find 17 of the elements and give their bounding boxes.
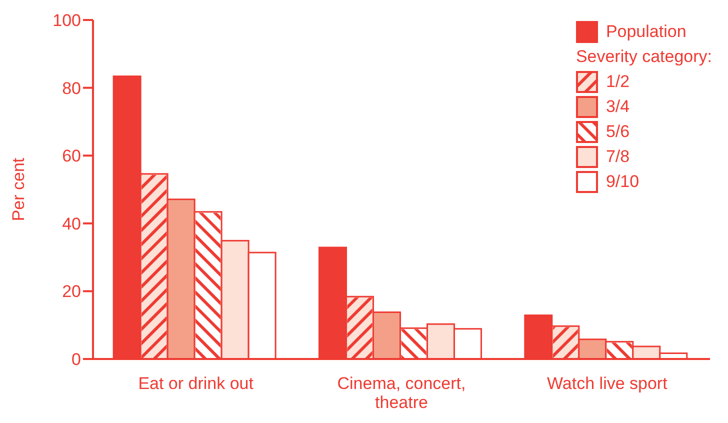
legend-label: 3/4 (606, 96, 630, 118)
y-tick-label: 60 (62, 146, 81, 166)
y-tick-label: 20 (62, 282, 81, 302)
x-tick-label: Eat or drink out (138, 374, 254, 393)
y-tick-label: 100 (52, 11, 81, 30)
y-axis-title: Per cent (9, 158, 28, 222)
legend-label: 9/10 (606, 171, 640, 193)
y-tick-label: 80 (62, 78, 81, 98)
legend-label: Population (606, 21, 686, 43)
legend-label: 7/8 (606, 146, 630, 168)
legend-title: Severity category: (576, 46, 712, 68)
x-tick-label: Watch live sport (547, 374, 668, 393)
y-tick-label: 0 (72, 350, 81, 370)
legend-label: 5/6 (606, 121, 630, 143)
y-tick-label: 40 (62, 214, 81, 234)
legend-label: 1/2 (606, 71, 630, 93)
x-tick-label: Cinema, concert, theatre (337, 374, 466, 412)
